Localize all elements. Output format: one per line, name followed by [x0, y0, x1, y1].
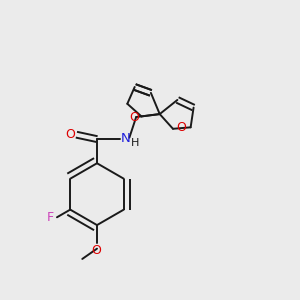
Text: N: N: [120, 132, 130, 145]
Text: O: O: [176, 121, 186, 134]
Text: O: O: [91, 244, 101, 257]
Text: O: O: [65, 128, 75, 141]
Text: H: H: [130, 138, 139, 148]
Text: F: F: [47, 211, 54, 224]
Text: O: O: [130, 110, 139, 124]
